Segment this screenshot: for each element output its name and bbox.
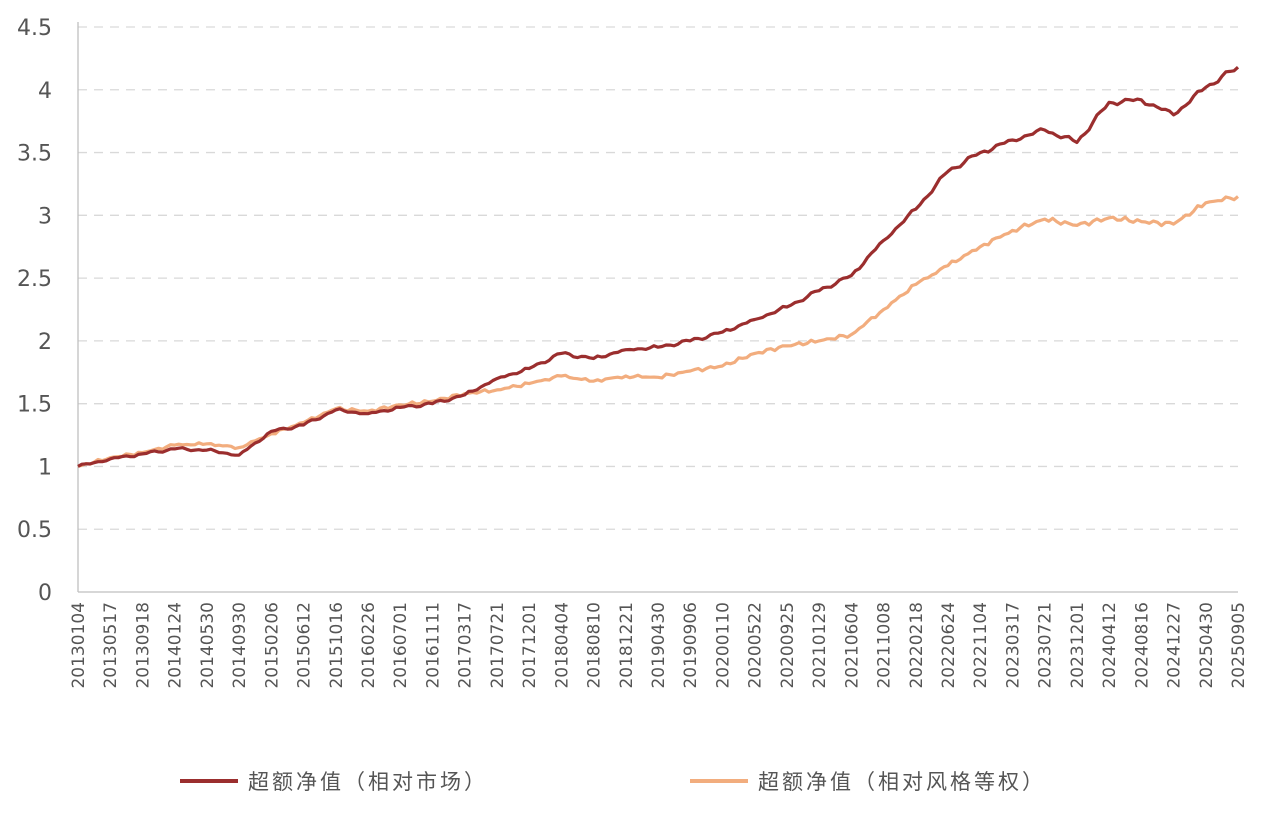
x-tick-label: 20130517 [101,602,121,689]
legend-label-market: 超额净值（相对市场） [248,770,488,794]
y-tick-label: 0 [38,581,52,606]
y-tick-label: 0.5 [17,518,52,543]
x-tick-label: 20140124 [166,602,186,689]
x-tick-label: 20200110 [713,602,733,689]
legend-label-style-equal-weight: 超额净值（相对风格等权） [758,770,1046,794]
series-lines [77,66,1240,468]
x-tick-label: 20150612 [295,602,315,689]
x-tick-label: 20160226 [359,602,379,689]
y-tick-label: 2.5 [17,267,52,292]
series-line-style-equal-weight [77,195,1239,468]
x-tick-label: 20130918 [133,602,153,689]
x-tick-label: 20161111 [423,602,443,689]
x-tick-label: 20221104 [971,602,991,689]
y-tick-label: 4.5 [17,16,52,41]
x-tick-label: 20171201 [520,602,540,689]
x-tick-label: 20220218 [907,602,927,689]
x-tick-label: 20130104 [69,602,89,689]
x-tick-label: 20180404 [552,602,572,689]
axes [77,22,1238,593]
x-tick-label: 20170317 [456,602,476,689]
x-tick-label: 20231201 [1068,602,1088,689]
x-tick-label: 20181221 [617,602,637,689]
x-tick-label: 20250430 [1197,602,1217,689]
x-axis-ticks: 20130104 20130517 20130918 20140124 20140530… [69,602,1249,689]
x-tick-label: 20140930 [230,602,250,689]
x-tick-label: 20151016 [327,602,347,689]
series-line-market [77,66,1240,468]
y-tick-label: 4 [38,79,52,104]
y-tick-label: 1.5 [17,393,52,418]
legend: 超额净值（相对市场） 超额净值（相对风格等权） [180,770,1046,794]
x-tick-label: 20240816 [1132,602,1152,689]
y-tick-label: 3 [38,204,52,229]
x-tick-label: 20200925 [778,602,798,689]
x-tick-label: 20210129 [810,602,830,689]
x-tick-label: 20211008 [875,602,895,689]
y-axis-ticks: 0 0.5 1 1.5 2 2.5 3 3.5 4 4.5 [17,16,52,606]
x-tick-label: 20241227 [1165,602,1185,689]
y-tick-label: 3.5 [17,142,52,167]
y-tick-label: 1 [38,455,52,480]
x-tick-label: 20200522 [746,602,766,689]
x-tick-label: 20140530 [198,602,218,689]
x-tick-label: 20240412 [1100,602,1120,689]
x-tick-label: 20250905 [1229,602,1249,689]
x-tick-label: 20230721 [1036,602,1056,689]
x-tick-label: 20190430 [649,602,669,689]
x-tick-label: 20220624 [939,602,959,689]
x-tick-label: 20150206 [262,602,282,689]
x-tick-label: 20210604 [842,602,862,689]
gridlines [78,26,1238,530]
x-tick-label: 20230317 [1003,602,1023,689]
x-tick-label: 20190906 [681,602,701,689]
y-tick-label: 2 [38,330,52,355]
x-tick-label: 20180810 [585,602,605,689]
x-tick-label: 20160701 [391,602,411,689]
x-tick-label: 20170721 [488,602,508,689]
